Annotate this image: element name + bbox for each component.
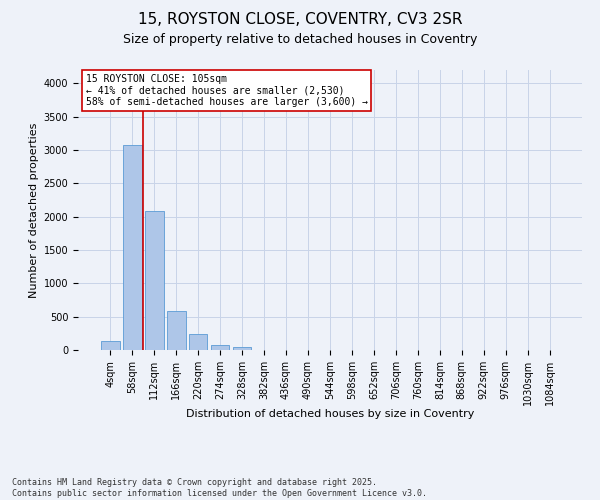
Text: 15, ROYSTON CLOSE, COVENTRY, CV3 2SR: 15, ROYSTON CLOSE, COVENTRY, CV3 2SR [138, 12, 462, 28]
Bar [189, 334, 208, 350]
Bar [145, 212, 164, 350]
Text: 15 ROYSTON CLOSE: 105sqm
← 41% of detached houses are smaller (2,530)
58% of sem: 15 ROYSTON CLOSE: 105sqm ← 41% of detach… [86, 74, 368, 108]
Bar [123, 144, 142, 350]
X-axis label: Distribution of detached houses by size in Coventry: Distribution of detached houses by size … [186, 409, 474, 419]
Y-axis label: Number of detached properties: Number of detached properties [29, 122, 40, 298]
Bar [167, 312, 185, 350]
Bar [101, 342, 119, 350]
Bar [211, 344, 229, 350]
Text: Size of property relative to detached houses in Coventry: Size of property relative to detached ho… [123, 32, 477, 46]
Text: Contains HM Land Registry data © Crown copyright and database right 2025.
Contai: Contains HM Land Registry data © Crown c… [12, 478, 427, 498]
Bar [233, 348, 251, 350]
